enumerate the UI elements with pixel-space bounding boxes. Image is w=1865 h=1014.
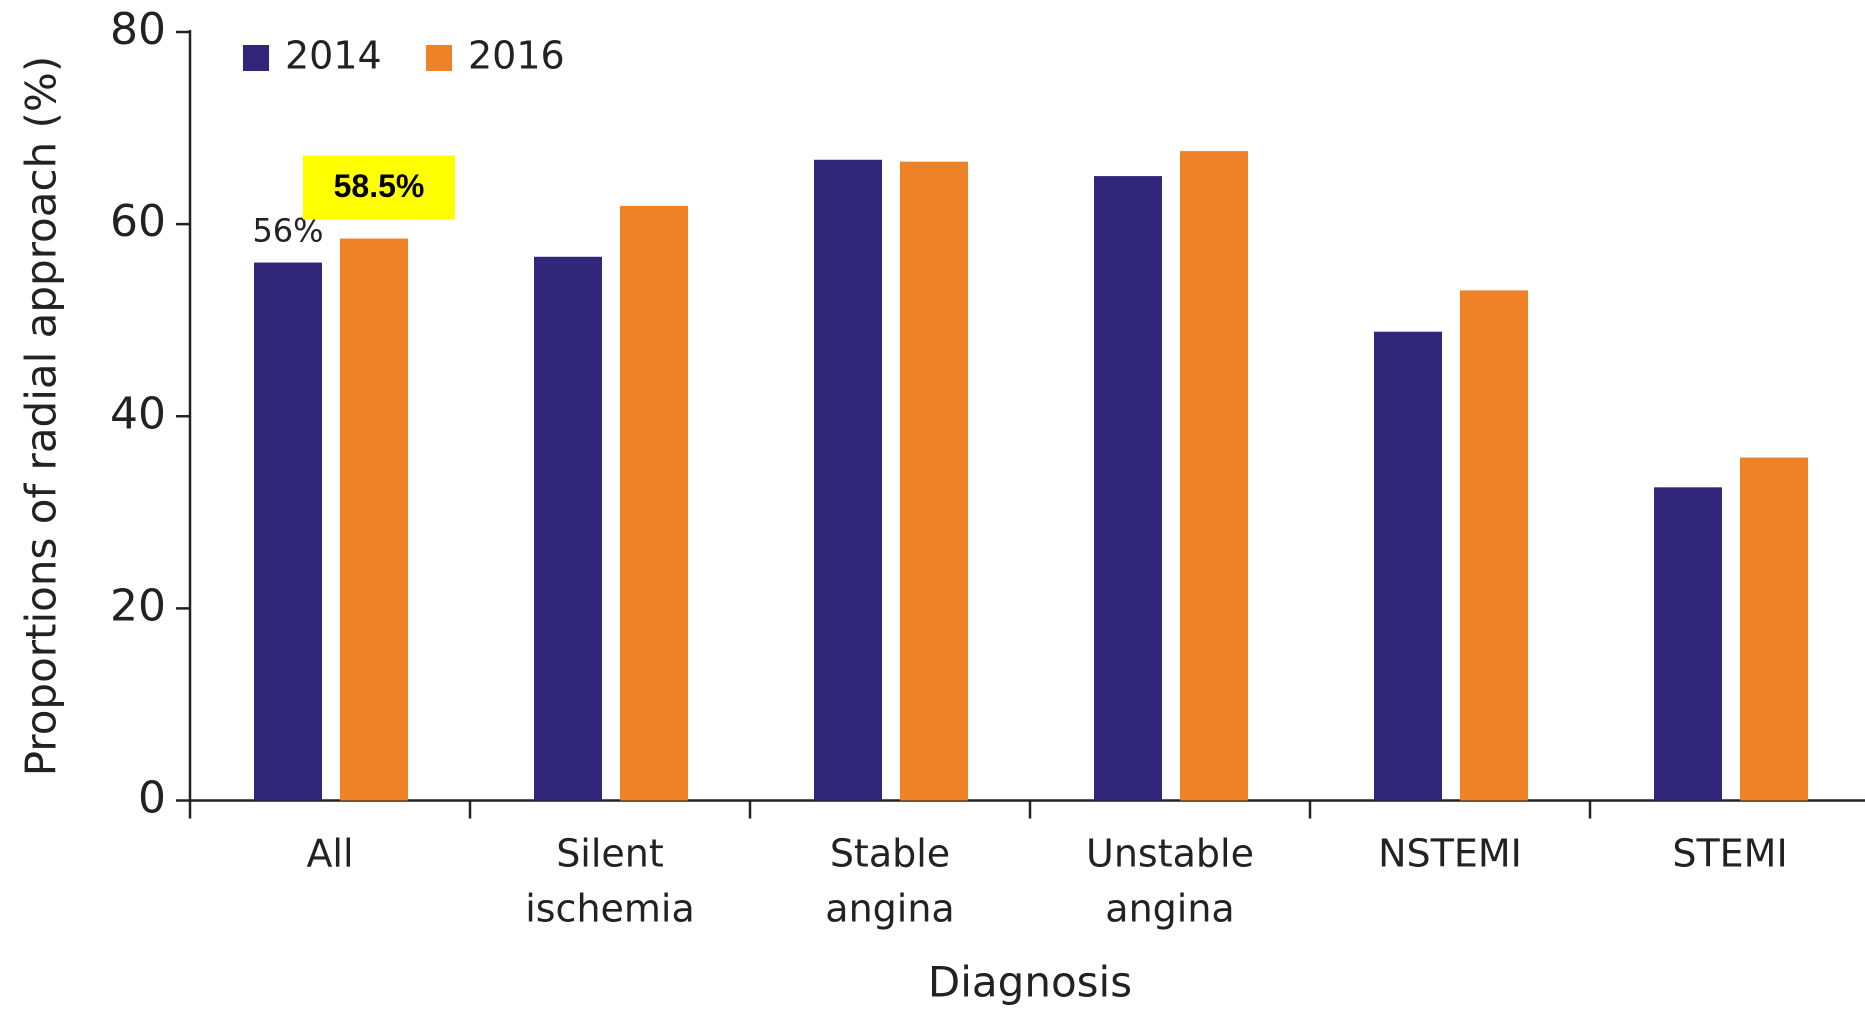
y-tick-label: 20: [110, 580, 166, 631]
bar: [254, 262, 322, 801]
x-tick-label: All: [306, 831, 353, 875]
bar: [814, 159, 882, 801]
y-tick-label: 40: [110, 388, 166, 439]
bar: [1374, 331, 1442, 801]
x-axis-title: Diagnosis: [928, 958, 1132, 1007]
y-tick-label: 60: [110, 196, 166, 247]
x-tick-label: Stable angina: [825, 831, 954, 930]
label-highlight: [303, 155, 455, 220]
bar: [534, 256, 602, 801]
legend-swatch: [426, 45, 452, 71]
x-tick-label: Silent ischemia: [525, 831, 695, 930]
bar: [1740, 457, 1808, 801]
bar: [340, 238, 408, 801]
y-tick-label: 0: [138, 773, 166, 824]
bar: [1180, 151, 1248, 801]
bar: [1460, 290, 1528, 801]
x-tick-label: STEMI: [1672, 831, 1787, 875]
y-tick-label: 80: [110, 4, 166, 55]
x-tick-label: Unstable angina: [1086, 831, 1254, 930]
bar: [620, 205, 688, 801]
y-axis-title: Proportions of radial approach (%): [17, 56, 66, 776]
x-tick-label: NSTEMI: [1378, 831, 1522, 875]
legend-swatch: [243, 45, 269, 71]
bar: [1094, 176, 1162, 801]
value-label: 58.5%: [334, 168, 425, 204]
bar: [1654, 487, 1722, 801]
legend-label: 2014: [285, 34, 382, 78]
bar: [900, 161, 968, 801]
legend-label: 2016: [468, 34, 565, 78]
